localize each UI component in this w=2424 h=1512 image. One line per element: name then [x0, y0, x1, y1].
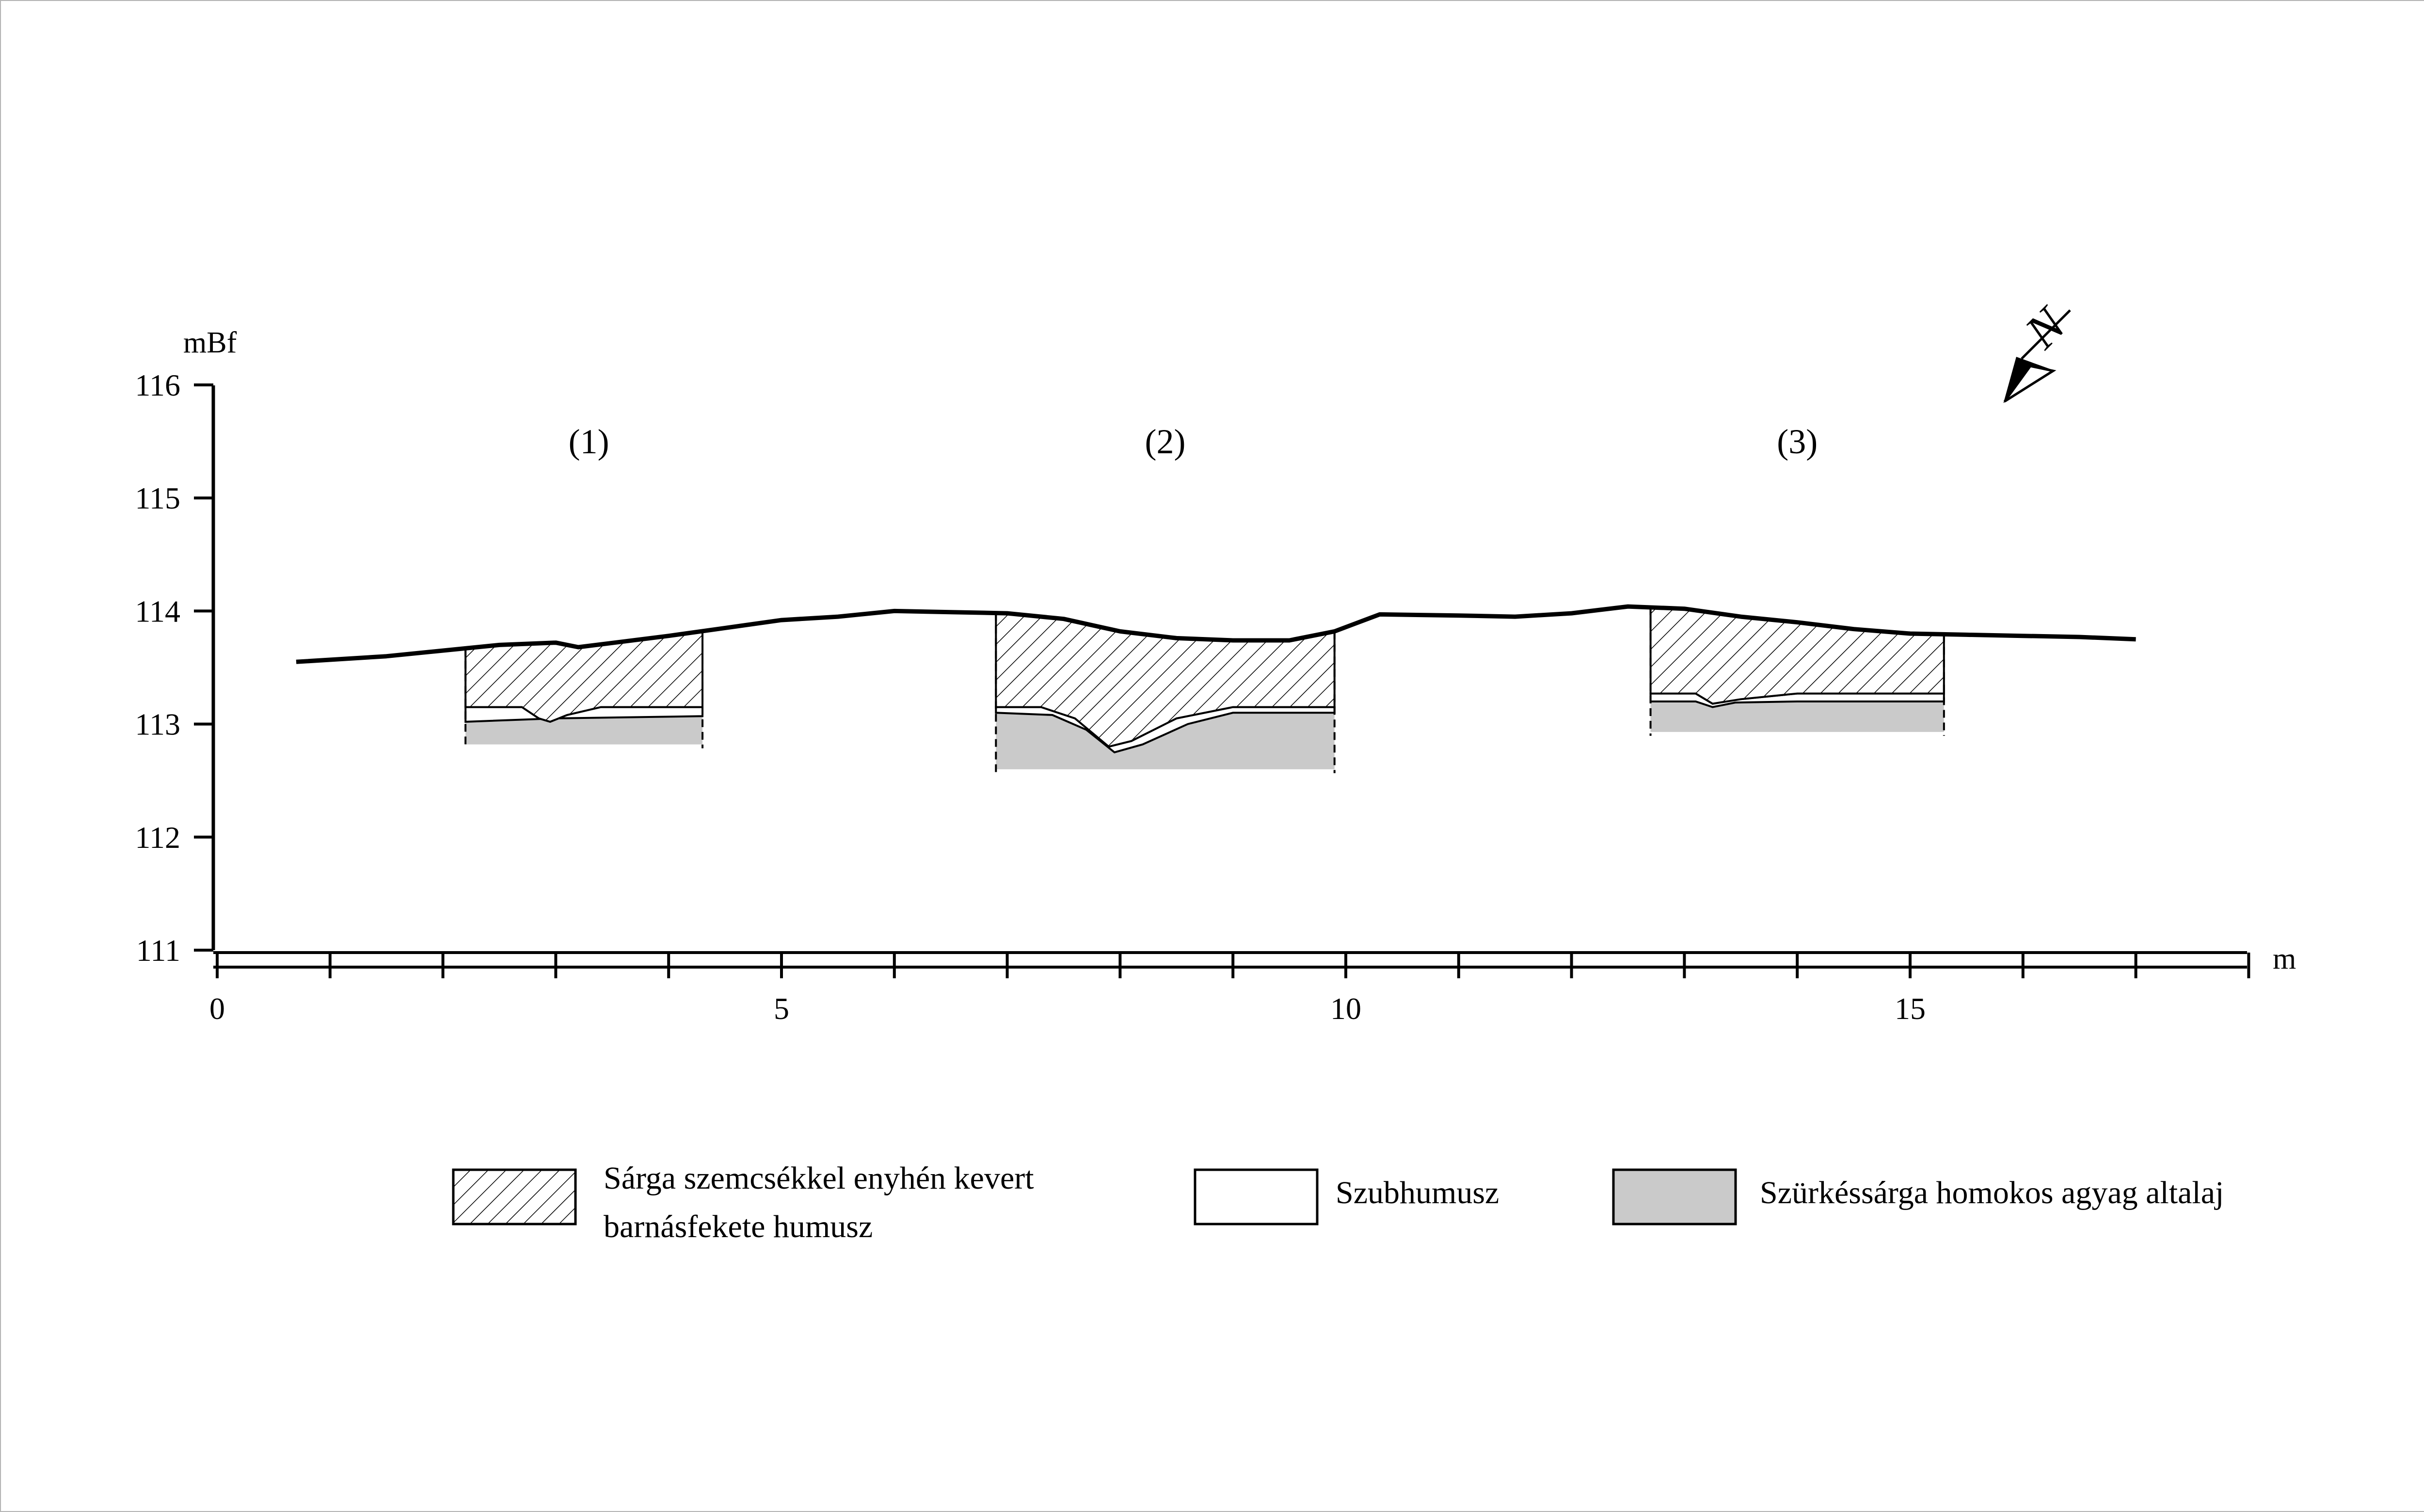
- x-tick-label: 0: [209, 991, 225, 1026]
- y-tick-label: 114: [135, 594, 180, 628]
- trench-1: [464, 630, 704, 748]
- y-axis: mBf 116 115 114 113 112 111: [135, 326, 237, 968]
- trench-label: (3): [1777, 422, 1818, 461]
- trench-labels: (1) (2) (3): [569, 422, 1818, 461]
- legend-swatch-subsoil: [1612, 1168, 1737, 1226]
- legend-label-humus-line1: Sárga szemcsékkel enyhén kevert: [604, 1161, 1034, 1196]
- subsoil-layer: [996, 713, 1335, 769]
- x-ticks: 0 5 10 15: [209, 953, 2250, 1026]
- north-arrow-shaft: [2021, 309, 2071, 360]
- trench-label: (2): [1145, 422, 1186, 461]
- y-tick-label: 113: [135, 707, 180, 742]
- subsoil-layer: [465, 716, 703, 745]
- north-arrow-white-half: [2003, 365, 2057, 403]
- legend: Sárga szemcsékkel enyhén kevert barnásfe…: [452, 1161, 2224, 1244]
- y-axis-unit: mBf: [183, 326, 237, 359]
- legend-label-subhumus: Szubhumusz: [1336, 1175, 1499, 1210]
- x-tick-label: 15: [1895, 991, 1926, 1026]
- y-tick-label: 116: [135, 368, 180, 402]
- y-tick-label: 111: [136, 933, 180, 968]
- legend-swatch-humus: [452, 1168, 577, 1226]
- x-axis: 0 5 10 15 m: [209, 942, 2296, 1026]
- x-tick-label: 10: [1330, 991, 1361, 1026]
- trench-label: (1): [569, 422, 609, 461]
- legend-label-subsoil: Szürkéssárga homokos agyag altalaj: [1760, 1175, 2224, 1210]
- subsoil-layer: [1650, 701, 1944, 732]
- ground-surface-line: [296, 604, 2136, 664]
- legend-label-humus-line2: barnásfekete humusz: [604, 1209, 873, 1244]
- y-tick-label: 115: [135, 481, 180, 515]
- y-ticks: 116 115 114 113 112 111: [135, 368, 213, 968]
- north-arrow: N: [2003, 296, 2077, 403]
- x-tick-label: 5: [774, 991, 789, 1026]
- trench-2: [995, 612, 1336, 773]
- y-tick-label: 112: [135, 820, 180, 855]
- legend-swatch-subhumus: [1194, 1168, 1319, 1226]
- x-axis-unit: m: [2273, 942, 2296, 975]
- trench-3: [1649, 606, 1945, 736]
- north-arrow-label: N: [2014, 296, 2077, 359]
